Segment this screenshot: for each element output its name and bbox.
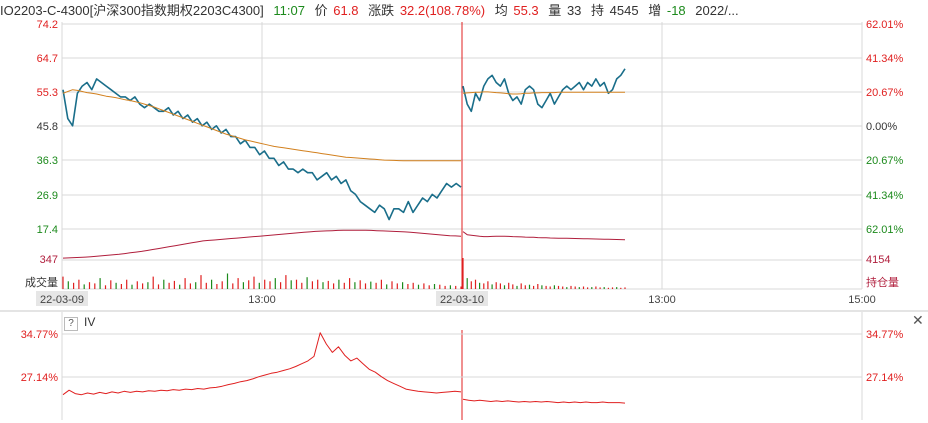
average-price-line	[462, 91, 625, 95]
x-tick-label: 22-03-10	[440, 294, 484, 306]
volume-bars	[62, 258, 626, 289]
left-axis-labels: 74.2 64.7 55.3 45.8 36.3 26.9 17.4 347 成交量	[25, 19, 58, 289]
average-price-line	[62, 89, 461, 162]
iv-grid	[0, 310, 928, 420]
iv-line	[62, 332, 462, 396]
iv-tick-label-right: 27.14%	[866, 372, 904, 384]
y-tick-label: 74.2	[37, 19, 58, 31]
change-value: 32.2(108.78%)	[399, 3, 486, 18]
series-lines	[62, 68, 626, 259]
vol-value: 33	[566, 3, 582, 18]
oi-value: 4545	[609, 3, 639, 18]
y-tick-label-pct: 0.00%	[866, 121, 897, 133]
iv-lines	[62, 332, 626, 404]
avg-label: 均	[494, 3, 508, 18]
y-tick-label: 55.3	[37, 87, 58, 99]
iv-title: IV	[84, 315, 96, 329]
quote-time: 11:07	[273, 3, 305, 18]
help-icon[interactable]: ?	[64, 317, 78, 331]
y-tick-label: 26.9	[37, 190, 58, 202]
iv-axis-labels: 34.77% 27.14% 34.77% 27.14%	[21, 329, 904, 384]
time-axis: 22-03-09 13:00 22-03-10 13:00 15:00	[36, 291, 876, 306]
iv-tick-label: 27.14%	[21, 372, 59, 384]
price-value: 61.8	[333, 3, 359, 18]
y-tick-label-pct: 20.67%	[866, 87, 904, 99]
inc-value: -18	[666, 3, 686, 18]
vol-label: 量	[548, 3, 562, 18]
x-tick-label: 13:00	[248, 294, 276, 306]
date-tag-bg	[36, 291, 88, 306]
date-value: 2022/...	[695, 3, 739, 18]
y-tick-label-pct: 41.34%	[866, 190, 904, 202]
y-tick-label: 64.7	[37, 53, 58, 65]
close-icon[interactable]: ✕	[912, 312, 924, 328]
y-tick-label-pct: 41.34%	[866, 53, 904, 65]
volume-axis-label: 成交量	[25, 275, 58, 289]
iv-tick-label-right: 34.77%	[866, 329, 904, 341]
contract-name: IO2203-C-4300[沪深300指数期权2203C4300]	[0, 3, 264, 18]
oi-label: 持	[591, 3, 605, 18]
oi-axis-label: 持仓量	[866, 275, 899, 289]
quote-header: IO2203-C-4300[沪深300指数期权2203C4300] 11:07 …	[0, 0, 928, 22]
iv-line	[462, 398, 626, 404]
open-interest-line	[62, 229, 462, 259]
change-label: 涨跌	[368, 3, 395, 18]
open-interest-line	[462, 231, 626, 241]
inc-label: 增	[648, 3, 662, 18]
price-label: 价	[314, 3, 328, 18]
y-tick-label: 17.4	[37, 224, 58, 236]
avg-value: 55.3	[513, 3, 539, 18]
y-tick-label-pct: 20.67%	[866, 155, 904, 167]
right-axis-labels: 62.01% 41.34% 20.67% 0.00% 20.67% 41.34% 62.01…	[866, 19, 904, 289]
y-tick-label-pct: 62.01%	[866, 224, 904, 236]
date-tag-bg	[436, 291, 488, 306]
x-tick-label: 13:00	[648, 294, 676, 306]
x-tick-label: 15:00	[848, 294, 876, 306]
y-tick-label: 45.8	[37, 121, 58, 133]
x-tick-label: 22-03-09	[40, 294, 84, 306]
iv-panel-header: ? IV	[64, 314, 96, 331]
price-line	[462, 68, 626, 113]
y-tick-label-pct: 62.01%	[866, 19, 904, 31]
oi-value-label: 4154	[866, 254, 890, 266]
iv-tick-label: 34.77%	[21, 329, 59, 341]
y-tick-label: 36.3	[37, 155, 58, 167]
volume-max-label: 347	[40, 254, 58, 266]
